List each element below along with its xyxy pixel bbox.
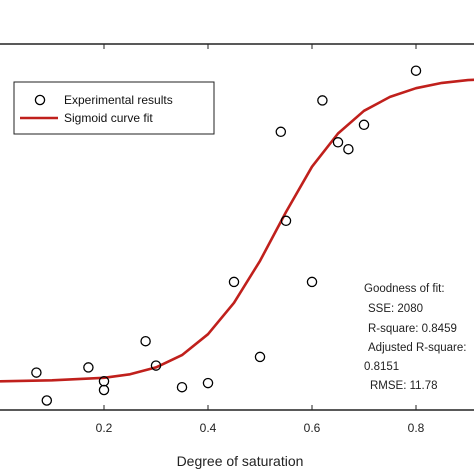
data-point — [83, 362, 94, 373]
data-point — [202, 377, 214, 389]
plot-area — [0, 65, 474, 406]
legend-box — [13, 81, 215, 135]
data-point — [31, 367, 42, 378]
x-axis-title: Degree of saturation — [177, 453, 304, 469]
data-point — [306, 276, 318, 288]
data-point — [176, 381, 188, 393]
x-tick-label: 0.4 — [200, 421, 217, 435]
legend-marker-scatter — [34, 94, 46, 106]
data-point — [343, 143, 354, 155]
data-point — [280, 215, 292, 227]
data-point — [332, 137, 344, 148]
sigmoid-fit-line — [0, 78, 474, 383]
legend-label-sigmoid: Sigmoid curve fit — [64, 111, 153, 125]
data-point — [98, 384, 110, 396]
data-point — [410, 65, 422, 76]
data-point — [358, 119, 370, 131]
x-tick-label: 0.6 — [304, 421, 321, 435]
gof-line: Adjusted R-square: — [368, 342, 466, 354]
data-point — [140, 335, 151, 347]
legend-label-experimental: Experimental results — [64, 93, 173, 107]
data-point — [150, 360, 162, 371]
data-point — [41, 395, 53, 406]
axes: 0.2 0.4 0.6 0.8 — [0, 43, 474, 435]
gof-line: RMSE: 11.78 — [370, 380, 438, 392]
data-point — [317, 95, 328, 106]
x-tick-label: 0.8 — [408, 421, 425, 435]
data-point — [254, 351, 266, 363]
legend: Experimental results Sigmoid curve fit — [13, 81, 215, 135]
goodness-of-fit-annotation: Goodness of fit: SSE: 2080 R-square: 0.845… — [364, 283, 466, 392]
gof-line: 0.8151 — [364, 361, 399, 373]
gof-line: R-square: 0.8459 — [368, 323, 457, 335]
gof-line: SSE: 2080 — [368, 303, 423, 315]
data-point — [275, 126, 287, 138]
data-point — [228, 276, 240, 288]
x-tick-label: 0.2 — [96, 421, 113, 435]
gof-line: Goodness of fit: — [364, 283, 445, 295]
